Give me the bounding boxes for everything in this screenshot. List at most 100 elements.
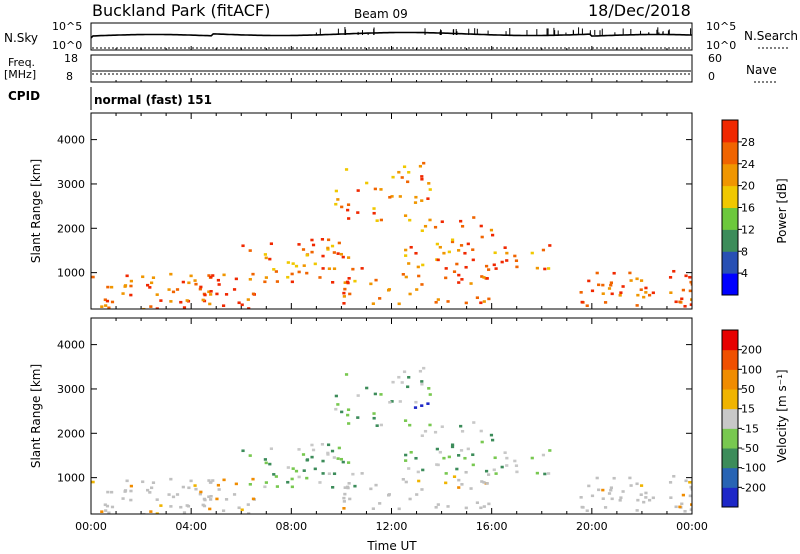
velocity-cell	[199, 490, 203, 494]
velocity-cell	[422, 366, 426, 370]
power-cell	[619, 291, 623, 294]
velocity-cell	[208, 507, 212, 511]
power-cell	[450, 240, 455, 244]
velocity-cell	[500, 465, 504, 469]
velocity-cell	[420, 380, 424, 383]
power-cell	[341, 255, 345, 259]
power-cell	[222, 273, 226, 277]
velocity-cell	[346, 408, 351, 412]
velocity-cell	[189, 479, 193, 483]
power-cell	[427, 182, 431, 185]
power-cell	[201, 298, 205, 302]
power-cell	[669, 291, 673, 294]
power-cell	[435, 242, 439, 246]
velocity-cell	[484, 469, 489, 473]
power-cell	[305, 253, 309, 257]
freq-label-1: Freq.	[8, 56, 35, 69]
power-cell	[105, 299, 110, 303]
power-cell	[269, 242, 273, 246]
power-cell	[290, 280, 294, 284]
power-cell	[463, 251, 467, 255]
power-cell	[208, 302, 212, 306]
velocity-cell	[678, 505, 682, 509]
velocity-cell	[587, 484, 591, 488]
velocity-cell	[332, 472, 337, 476]
power-cell	[337, 241, 341, 245]
velocity-cell	[482, 505, 486, 508]
velocity-cell	[313, 467, 317, 471]
velocity-cell	[433, 430, 438, 434]
colorbar-tick-label: 15	[741, 403, 755, 416]
velocity-cell	[444, 481, 448, 485]
power-cell	[209, 289, 213, 293]
power-cell	[151, 276, 156, 280]
velocity-cell	[248, 454, 252, 457]
velocity-cell	[375, 424, 379, 427]
velocity-cell	[493, 456, 497, 460]
power-cell	[690, 282, 692, 286]
power-cell	[595, 271, 599, 275]
velocity-cell	[290, 485, 294, 489]
velocity-cell	[104, 509, 108, 512]
velocity-cell	[264, 481, 268, 484]
power-cell	[541, 248, 546, 252]
power-cell	[185, 299, 189, 302]
power-cell	[651, 291, 655, 295]
power-cell	[194, 282, 198, 286]
velocity-cell	[185, 504, 189, 507]
velocity-cell	[107, 511, 111, 514]
velocity-cell	[672, 474, 676, 478]
power-cell	[689, 298, 692, 301]
velocity-cell	[232, 493, 237, 496]
velocity-cell	[408, 497, 412, 501]
power-cell	[346, 203, 351, 207]
power-cell	[415, 288, 419, 291]
power-cell	[379, 188, 383, 191]
xtick-label: 00:00	[676, 520, 708, 533]
velocity-cell	[644, 491, 648, 495]
velocity-cell	[269, 447, 273, 451]
velocity-cell	[272, 473, 276, 476]
velocity-cell	[222, 478, 226, 482]
power-cell	[404, 248, 408, 252]
power-cell	[460, 278, 464, 281]
power-cell	[420, 177, 424, 181]
power-cell	[403, 214, 408, 217]
velocity-cell	[426, 402, 430, 405]
nsky-label: N.Sky	[4, 31, 38, 45]
velocity-cell	[469, 487, 473, 490]
velocity-cell	[404, 459, 408, 462]
velocity-colorbar: 200 100 50 15 -15 -50 -100 -200	[721, 329, 766, 508]
power-cell	[489, 228, 494, 232]
velocity-cell	[148, 491, 152, 494]
velocity-cell	[193, 484, 197, 487]
power-cell	[414, 195, 418, 199]
velocity-cell	[414, 456, 418, 460]
power-cell	[264, 256, 268, 260]
velocity-cell	[690, 487, 692, 491]
velocity-cell	[579, 496, 583, 499]
power-cell	[460, 224, 465, 228]
power-cell	[129, 284, 133, 288]
velocity-cell	[175, 493, 180, 496]
velocity-cell	[494, 472, 498, 475]
colorbar-tick-label: 28	[741, 136, 755, 149]
power-cell	[110, 300, 115, 304]
power-cell	[340, 205, 344, 209]
power-cell	[374, 278, 378, 282]
power-cell	[475, 296, 480, 300]
velocity-cell	[346, 461, 351, 464]
colorbar-tick-label: 50	[741, 383, 755, 396]
velocity-cell	[194, 487, 198, 491]
velocity-cell	[460, 429, 465, 433]
power-cell	[232, 288, 237, 291]
power-cell	[343, 287, 347, 291]
velocity-cell	[321, 472, 325, 475]
velocity-cell	[318, 481, 322, 484]
velocity-cell	[103, 503, 107, 507]
velocity-cell	[155, 512, 159, 514]
colorbar-segment	[722, 207, 738, 230]
power-cell	[452, 270, 457, 273]
power-cell	[689, 303, 692, 306]
velocity-cell	[336, 403, 340, 406]
